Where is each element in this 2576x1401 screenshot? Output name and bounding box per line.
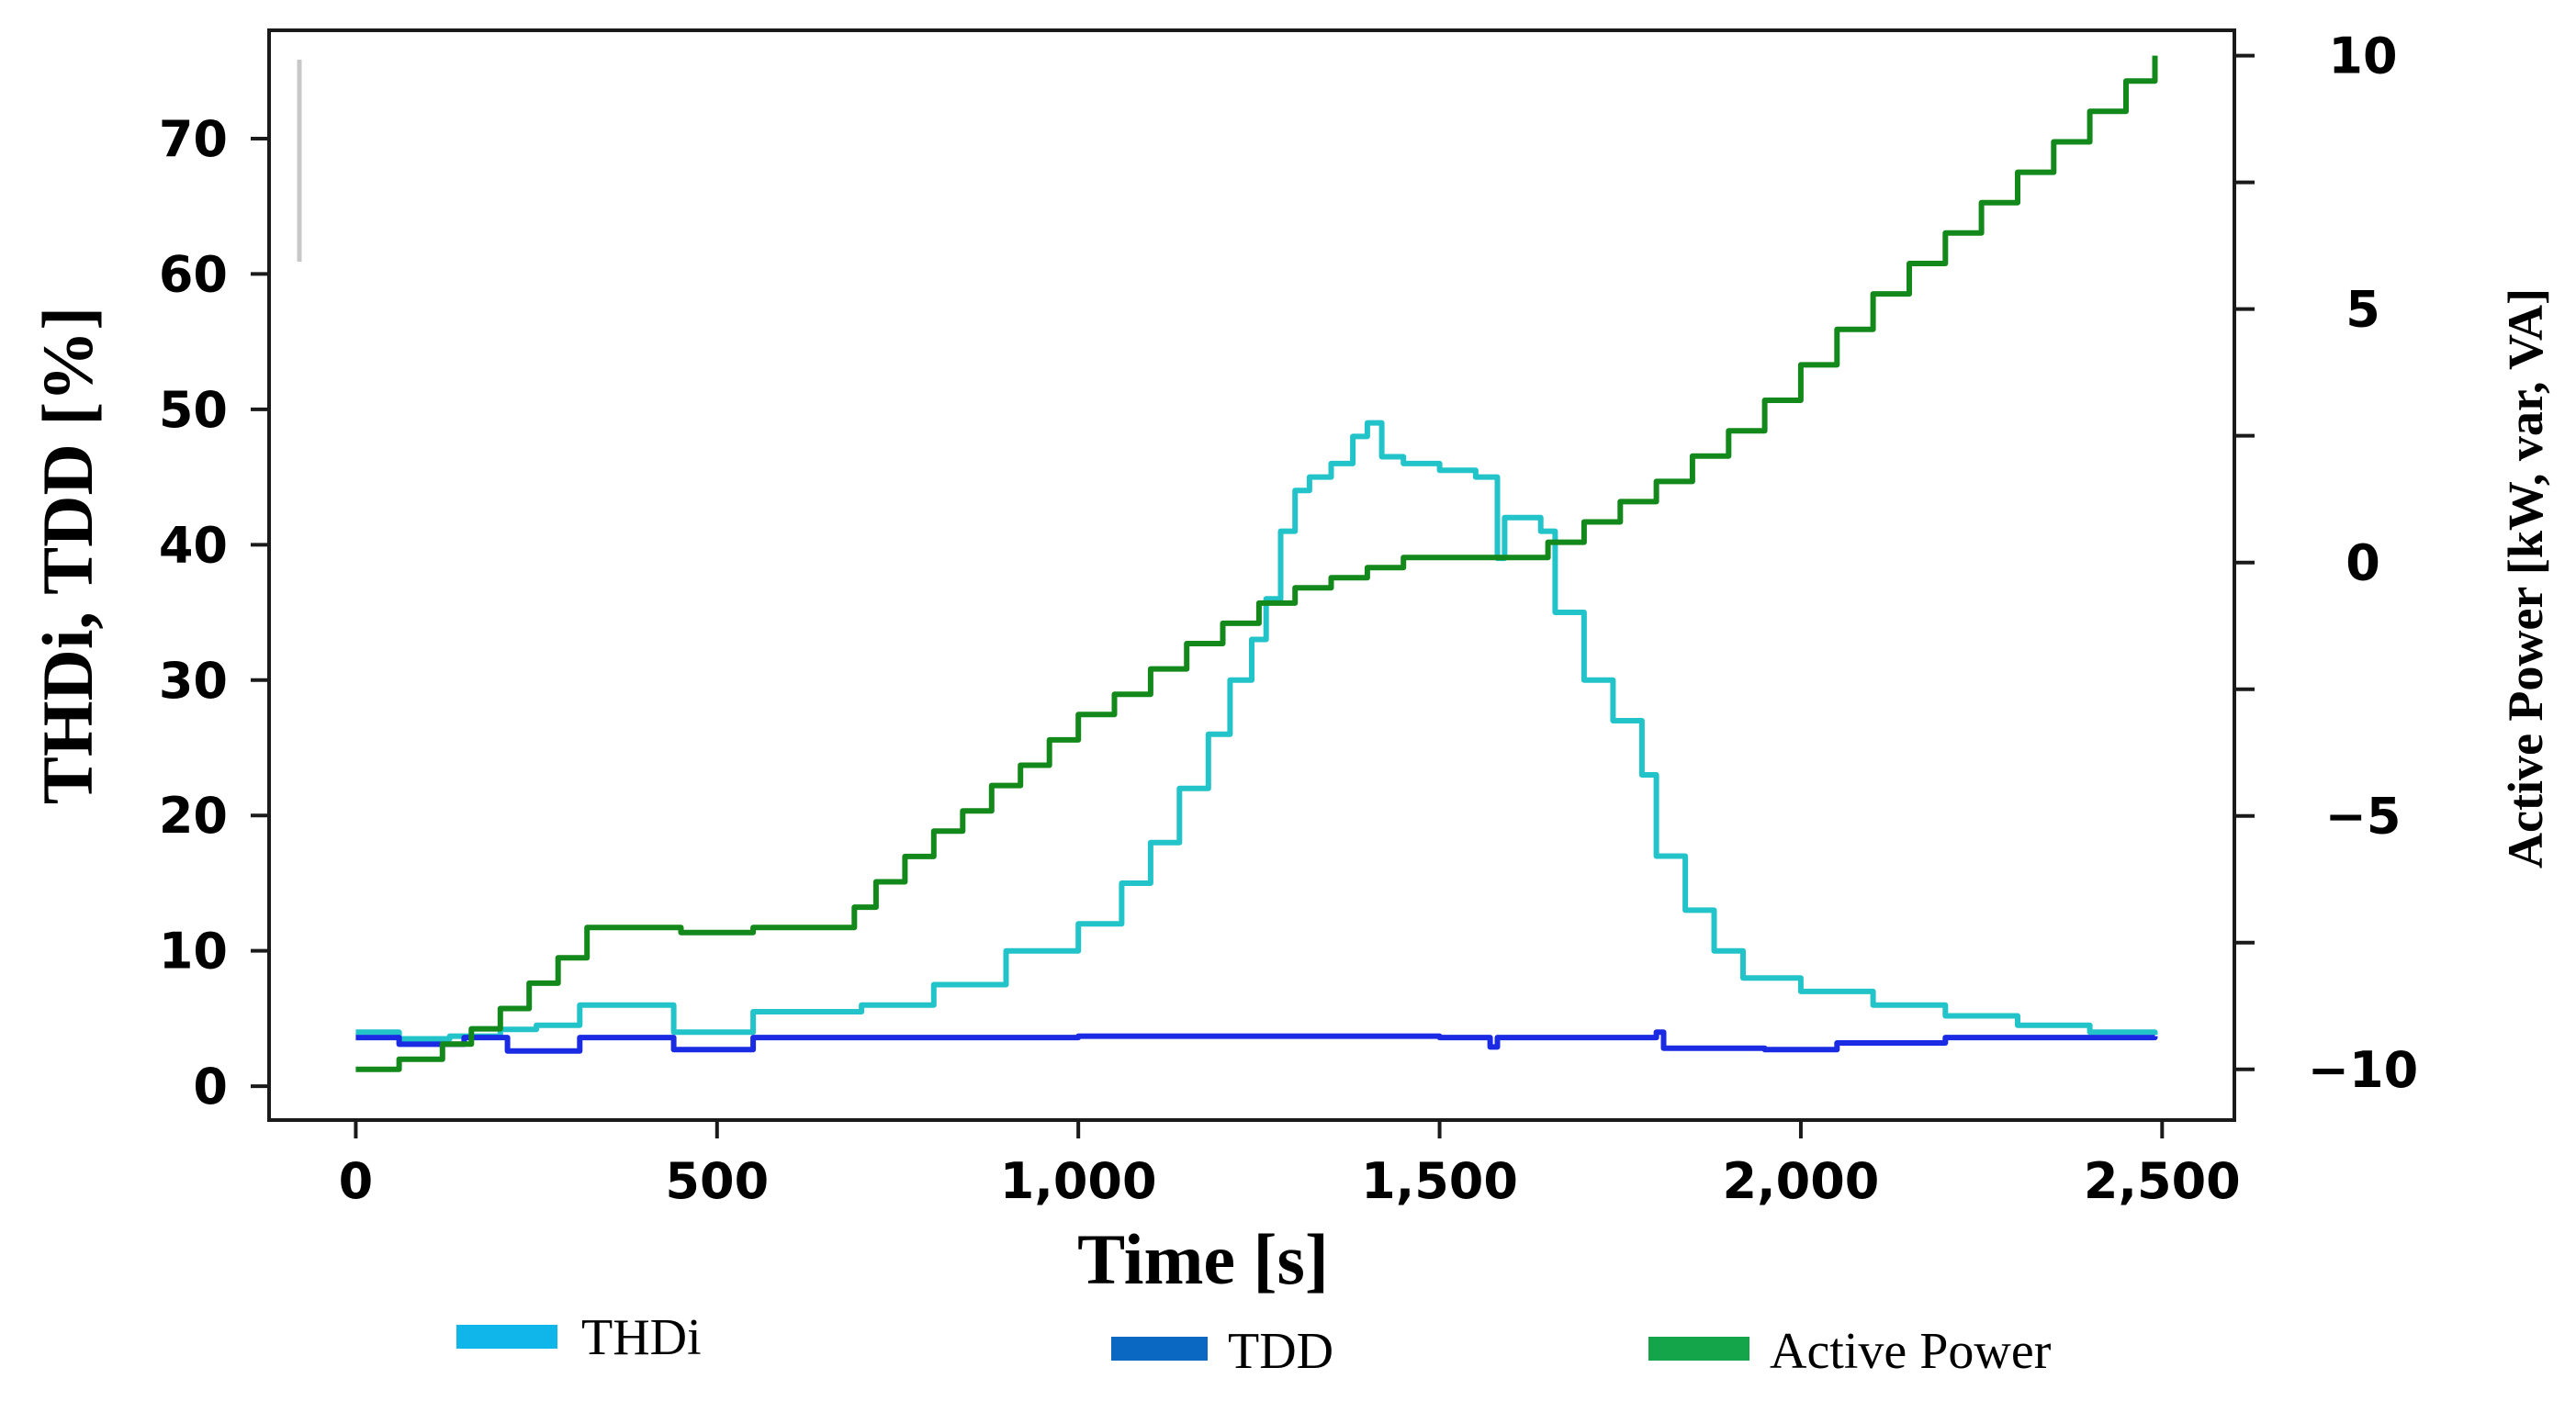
y-left-tick-label: 60 — [159, 245, 228, 303]
x-tick-label: 0 — [339, 1152, 374, 1210]
legend-label-tdd: TDD — [1228, 1323, 1333, 1380]
legend: THDi TDD Active Power — [456, 1309, 2052, 1380]
legend-swatch-tdd — [1111, 1337, 1208, 1361]
legend-label-thdi: THDi — [581, 1309, 702, 1366]
y-left-tick-label: 50 — [159, 381, 228, 439]
y-left-tick-label: 0 — [193, 1058, 228, 1115]
y-left-tick-label: 10 — [159, 923, 228, 981]
series-line-thdi — [355, 420, 2158, 1042]
x-tick-label: 2,000 — [1723, 1152, 1880, 1210]
x-tick-label: 2,500 — [2084, 1152, 2241, 1210]
plot-frame — [267, 28, 2236, 1122]
y-left-tick-label: 70 — [159, 110, 228, 168]
y-right-tick-label: 5 — [2345, 281, 2380, 339]
x-tick-label: 1,000 — [1000, 1152, 1157, 1210]
legend-label-active-power: Active Power — [1770, 1323, 2052, 1380]
x-tick-label: 500 — [665, 1152, 769, 1210]
y-right-tick-label: 0 — [2345, 534, 2380, 592]
y-left-tick-label: 20 — [159, 787, 228, 845]
y-right-tick-label: 10 — [2328, 28, 2397, 85]
x-axis-title: Time [s] — [1077, 1219, 1329, 1299]
y-left-tick-label: 40 — [159, 516, 228, 574]
series-line-active-power — [355, 55, 2158, 1072]
y-axis-right-title: Active Power [kW, var, VA] — [2498, 288, 2553, 869]
series-line-tdd — [355, 1029, 2158, 1054]
y-left-tick-label: 30 — [159, 652, 228, 710]
x-axis: 0 500 1,000 1,500 2,000 2,500 — [339, 1120, 2241, 1210]
y-right-tick-label: −5 — [2325, 788, 2402, 846]
y-axis-right: 10 5 0 −5 −10 — [2234, 28, 2418, 1099]
y-axis-left: 0 10 20 30 40 50 60 70 — [159, 110, 269, 1115]
y-right-tick-label: −10 — [2308, 1041, 2418, 1099]
series-layer — [355, 55, 2158, 1072]
legend-swatch-thdi — [456, 1325, 557, 1349]
y-axis-left-title: THDi, TDD [%] — [28, 307, 107, 804]
legend-swatch-active-power — [1648, 1337, 1749, 1361]
x-tick-label: 1,500 — [1361, 1152, 1518, 1210]
